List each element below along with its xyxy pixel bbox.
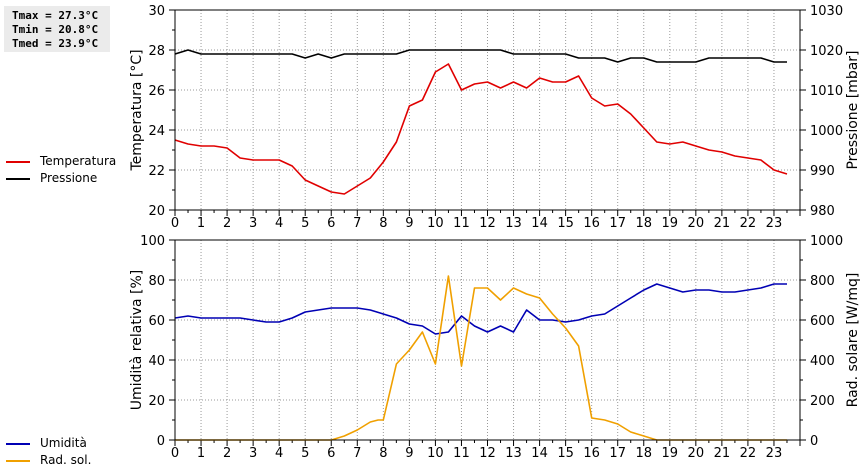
panel1-y2-tick-label: 990: [810, 164, 835, 179]
panel2-x-tick-label: 4: [275, 446, 283, 460]
panel2-y-tick-label: 60: [148, 314, 165, 329]
panel2-x-tick-label: 12: [479, 446, 496, 460]
panel2-y-axis-label: Umidità relativa [%]: [129, 270, 145, 411]
panel2-x-tick-label: 23: [766, 446, 783, 460]
panel1-x-tick-label: 15: [557, 216, 574, 231]
panel1-y2-tick-label: 1020: [810, 44, 843, 59]
panel2-y2-tick-label: 200: [810, 394, 835, 409]
panel1-x-tick-label: 23: [766, 216, 783, 231]
panel2-x-tick-label: 13: [505, 446, 522, 460]
panel2-y-tick-label: 80: [148, 274, 165, 289]
panel1-x-tick-label: 16: [583, 216, 600, 231]
panel2-x-tick-label: 16: [583, 446, 600, 460]
panel1-x-tick-label: 5: [301, 216, 309, 231]
panel1-x-tick-label: 19: [662, 216, 679, 231]
panel1-x-tick-label: 6: [327, 216, 335, 231]
panel1-x-tick-label: 20: [688, 216, 705, 231]
panel2-y-tick-label: 20: [148, 394, 165, 409]
panel2-x-tick-label: 22: [740, 446, 757, 460]
temperature-stats-box: Tmax = 27.3°C Tmin = 20.8°C Tmed = 23.9°…: [4, 6, 110, 52]
panel2-y-tick-label: 40: [148, 354, 165, 369]
legend-label-rad-sol: Rad. sol.: [40, 453, 92, 467]
panel1-x-tick-label: 22: [740, 216, 757, 231]
panel1-y-tick-label: 30: [148, 4, 165, 19]
panel2-x-tick-label: 11: [453, 446, 470, 460]
panel1-y-tick-label: 26: [148, 84, 165, 99]
panel2-x-tick-label: 2: [223, 446, 231, 460]
panel2-y-tick-label: 100: [140, 234, 165, 249]
legend-swatch-temperatura: [6, 161, 30, 163]
panel1-y2-tick-label: 980: [810, 204, 835, 219]
legend-swatch-pressione: [6, 178, 30, 180]
panel2-series-umidit: [174, 283, 787, 335]
panel2-x-tick-label: 9: [405, 446, 413, 460]
panel2-x-tick-label: 19: [662, 446, 679, 460]
panel1-x-tick-label: 13: [505, 216, 522, 231]
panel1-y-tick-label: 20: [148, 204, 165, 219]
panel1-y-tick-label: 24: [148, 124, 165, 139]
panel1-x-tick-label: 11: [453, 216, 470, 231]
legend-label-temperatura: Temperatura: [40, 154, 117, 168]
panel1-series-temperatura: [174, 63, 788, 195]
legend-label-pressione: Pressione: [40, 171, 98, 185]
panel1-y-axis-label: Temperatura [°C]: [129, 49, 145, 171]
panel2-x-tick-label: 7: [353, 446, 361, 460]
panel2-x-tick-label: 5: [301, 446, 309, 460]
panel2-x-tick-label: 21: [714, 446, 731, 460]
legend-label-umidita: Umidità: [40, 436, 87, 450]
panel2-x-tick-label: 10: [427, 446, 444, 460]
panel1-x-tick-label: 12: [479, 216, 496, 231]
panel2-y2-tick-label: 400: [810, 354, 835, 369]
panel1-x-tick-label: 4: [275, 216, 283, 231]
panel2-y2-tick-label: 1000: [810, 234, 843, 249]
legend-swatch-rad-sol: [6, 460, 30, 462]
tmed-stat: Tmed = 23.9°C: [12, 37, 99, 50]
panel1-plot-frame: [174, 9, 801, 211]
panel1-x-tick-label: 3: [249, 216, 257, 231]
tmax-stat: Tmax = 27.3°C: [12, 9, 99, 22]
panel2-y-tick-label: 0: [157, 434, 165, 449]
panel1-x-tick-label: 2: [223, 216, 231, 231]
panel2-x-tick-label: 18: [635, 446, 652, 460]
panel1-y2-axis-label: Pressione [mbar]: [845, 50, 860, 169]
panel2-y2-tick-label: 800: [810, 274, 835, 289]
panel1-x-tick-label: 0: [171, 216, 179, 231]
panel1-x-tick-label: 1: [197, 216, 205, 231]
panel1-y-tick-label: 28: [148, 44, 165, 59]
panel2-x-tick-label: 3: [249, 446, 257, 460]
panel1-x-tick-label: 18: [635, 216, 652, 231]
panel2-x-tick-label: 14: [531, 446, 548, 460]
panel1-x-tick-label: 10: [427, 216, 444, 231]
panel2-x-tick-label: 15: [557, 446, 574, 460]
panel1-x-tick-label: 17: [609, 216, 626, 231]
panel2-y2-tick-label: 600: [810, 314, 835, 329]
panel1-x-tick-label: 14: [531, 216, 548, 231]
panel2-x-tick-label: 0: [171, 446, 179, 460]
panel1-y2-tick-label: 1030: [810, 4, 843, 19]
panel1-x-tick-label: 9: [405, 216, 413, 231]
legend-swatch-umidita: [6, 443, 30, 445]
panel2-y2-tick-label: 0: [810, 434, 818, 449]
panel2-x-tick-label: 1: [197, 446, 205, 460]
panel1-y2-tick-label: 1000: [810, 124, 843, 139]
panel1-y-tick-label: 22: [148, 164, 165, 179]
panel1-x-tick-label: 7: [353, 216, 361, 231]
panel1-series-pressione: [174, 49, 787, 63]
panel2-x-tick-label: 17: [609, 446, 626, 460]
panel1-y2-tick-label: 1010: [810, 84, 843, 99]
panel2-plot-frame: [174, 239, 801, 441]
panel2-x-tick-label: 8: [379, 446, 387, 460]
panel1-x-tick-label: 21: [714, 216, 731, 231]
panel2-x-tick-label: 20: [688, 446, 705, 460]
panel2-x-tick-label: 6: [327, 446, 335, 460]
panel1-x-tick-label: 8: [379, 216, 387, 231]
panel2-y2-axis-label: Rad. solare [W/mq]: [845, 273, 860, 408]
tmin-stat: Tmin = 20.8°C: [12, 23, 99, 36]
